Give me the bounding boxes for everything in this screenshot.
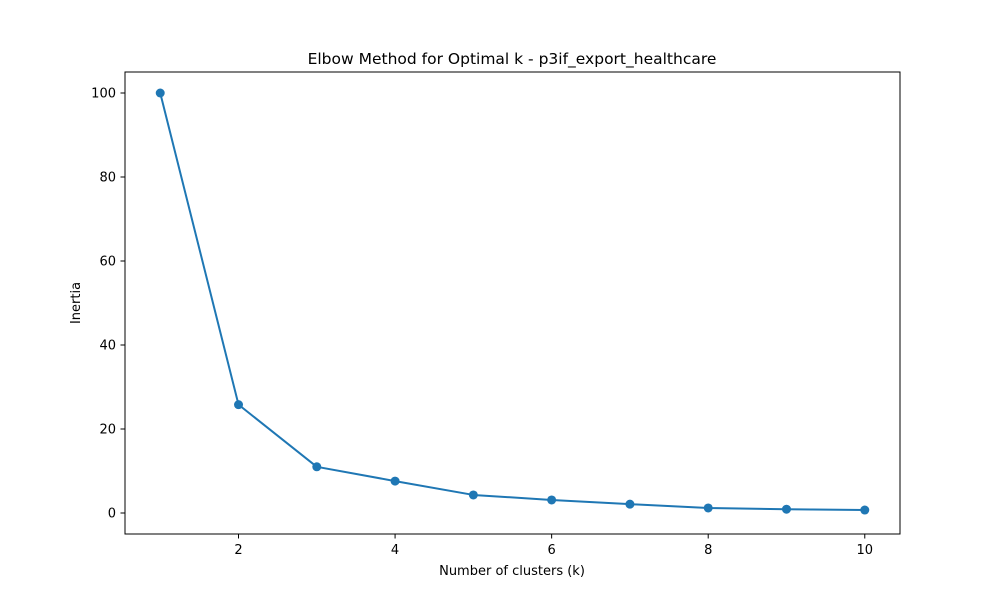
chart-title: Elbow Method for Optimal k - p3if_export… (308, 50, 717, 69)
y-tick-label: 80 (99, 171, 116, 186)
y-tick-label: 40 (99, 339, 116, 354)
x-tick-label: 8 (704, 543, 712, 558)
data-point (703, 503, 713, 513)
plot-area (155, 88, 870, 515)
x-axis-ticks: 2 4 6 8 10 (234, 534, 873, 558)
y-axis-label: Inertia (69, 282, 84, 324)
data-point (547, 495, 557, 505)
x-tick-label: 4 (391, 543, 399, 558)
data-point (781, 504, 791, 514)
data-point (312, 462, 322, 472)
y-tick-label: 60 (99, 255, 116, 270)
y-tick-label: 0 (108, 507, 116, 522)
data-point (625, 499, 635, 509)
y-tick-label: 100 (91, 87, 116, 102)
plot-frame (124, 71, 901, 535)
data-point (860, 505, 870, 515)
data-point (468, 490, 478, 500)
data-point (390, 476, 400, 486)
y-axis-ticks: 0 20 40 60 80 100 (91, 87, 125, 522)
x-axis-label: Number of clusters (k) (439, 564, 585, 579)
data-point (155, 88, 165, 98)
data-point (234, 400, 244, 410)
x-tick-label: 6 (548, 543, 556, 558)
y-tick-label: 20 (99, 423, 116, 438)
series-line (159, 92, 865, 512)
x-tick-label: 10 (856, 543, 873, 558)
x-tick-label: 2 (234, 543, 242, 558)
